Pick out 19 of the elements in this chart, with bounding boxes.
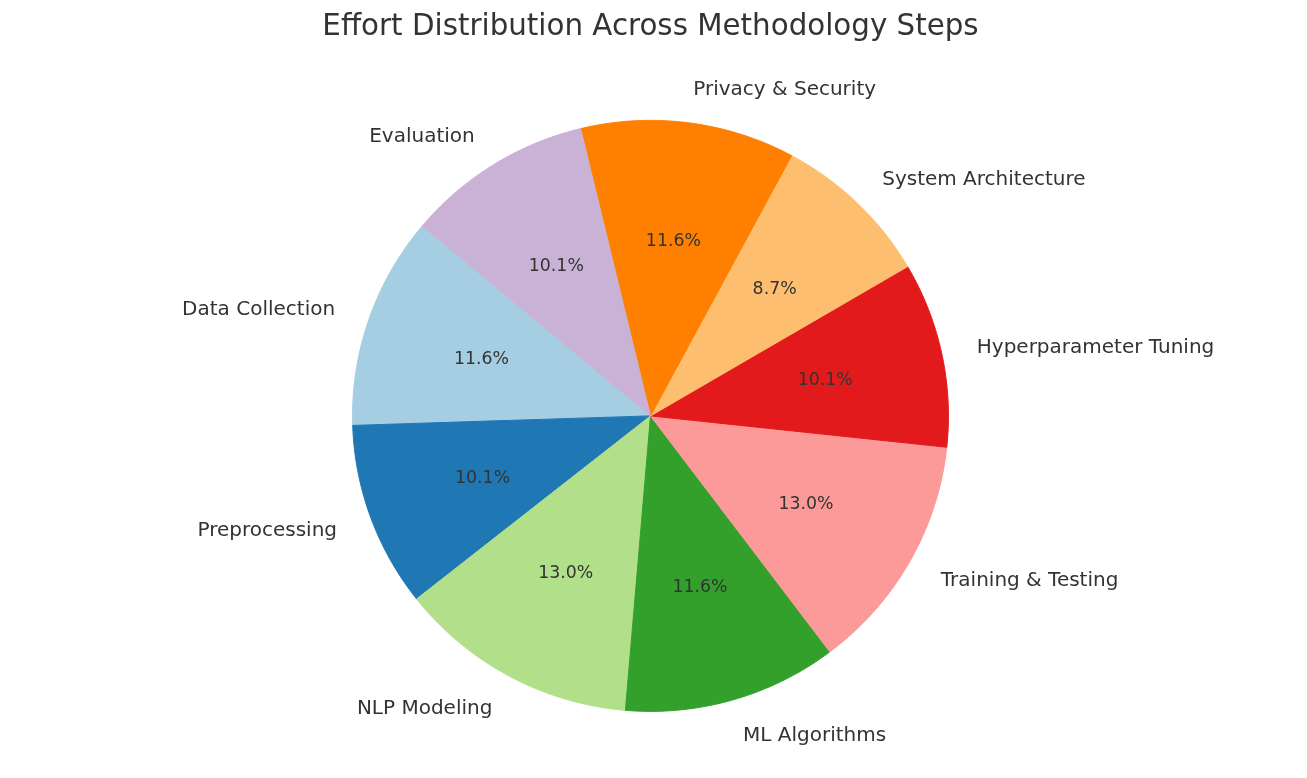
slice-label: Data Collection: [182, 295, 336, 320]
data-label: 8.7%: [752, 278, 797, 299]
data-label: 10.1%: [528, 255, 584, 276]
slice-label: Privacy & Security: [693, 75, 877, 100]
slice-label: Training & Testing: [939, 567, 1119, 592]
data-label: 13.0%: [778, 493, 834, 514]
data-label: 13.0%: [538, 562, 594, 583]
slice-label: System Architecture: [882, 165, 1086, 190]
data-label: 10.1%: [455, 466, 511, 487]
data-label: 11.6%: [645, 230, 701, 251]
slice-label: Hyperparameter Tuning: [976, 334, 1215, 359]
slice-label: Preprocessing: [197, 517, 338, 542]
data-label: 10.1%: [797, 368, 853, 389]
slice-label: Evaluation: [369, 122, 475, 147]
slice-label: NLP Modeling: [356, 695, 493, 720]
data-label: 11.6%: [454, 347, 510, 368]
chart-title: Effort Distribution Across Methodology Steps: [322, 7, 979, 42]
slice-label: ML Algorithms: [743, 721, 887, 746]
data-label: 11.6%: [672, 576, 728, 597]
